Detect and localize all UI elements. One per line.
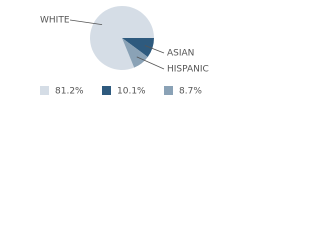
leader-line xyxy=(69,19,103,26)
pie-slice xyxy=(122,38,154,57)
category-label: WHITE xyxy=(40,16,70,26)
category-label: ASIAN xyxy=(167,49,194,59)
legend-label: 8.7% xyxy=(179,87,202,97)
legend-label: 81.2% xyxy=(55,87,84,97)
leader-line xyxy=(136,56,165,70)
category-label: HISPANIC xyxy=(167,65,209,75)
legend-swatch xyxy=(164,86,173,95)
pie-slice xyxy=(89,5,154,70)
legend-swatch xyxy=(102,86,111,95)
legend-label: 10.1% xyxy=(117,87,146,97)
leader-line xyxy=(144,45,165,54)
legend-swatch xyxy=(40,86,49,95)
chart: WHITE ASIAN HISPANIC 81.2% 10.1% 8.7% xyxy=(40,5,209,97)
pie-slice xyxy=(122,38,148,68)
